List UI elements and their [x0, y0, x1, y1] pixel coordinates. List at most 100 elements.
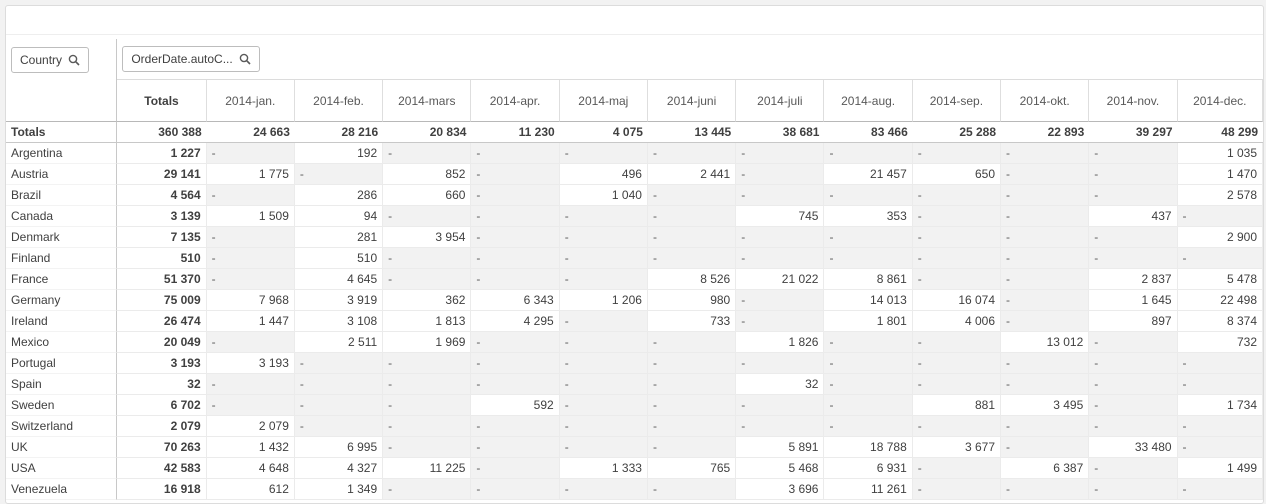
value-cell: -	[824, 332, 913, 353]
search-icon[interactable]	[68, 54, 80, 66]
value-cell: 1 470	[1177, 164, 1263, 185]
country-total-cell: 7 135	[117, 227, 207, 248]
month-column-header[interactable]: 2014-jan.	[206, 80, 295, 122]
value-cell: 8 861	[824, 269, 913, 290]
value-cell: -	[383, 206, 472, 227]
value-cell: -	[647, 185, 737, 206]
country-cell[interactable]: Brazil	[6, 185, 118, 206]
country-cell[interactable]: UK	[6, 437, 118, 458]
country-cell[interactable]: Venezuela	[6, 479, 118, 500]
month-column-header[interactable]: 2014-okt.	[1001, 80, 1090, 122]
country-cell[interactable]: Mexico	[6, 332, 118, 353]
country-cell[interactable]: Ireland	[6, 311, 118, 332]
value-cell: 733	[647, 311, 737, 332]
month-column-header[interactable]: 2014-aug.	[824, 80, 913, 122]
value-cell: 1 499	[1177, 458, 1263, 479]
value-cell: 2 900	[1177, 227, 1263, 248]
month-column-header[interactable]: 2014-nov.	[1089, 80, 1178, 122]
month-column-header[interactable]: 2014-mars	[383, 80, 472, 122]
value-cell: -	[1001, 416, 1090, 437]
value-cell: -	[206, 332, 295, 353]
country-cell[interactable]: Sweden	[6, 395, 118, 416]
search-icon[interactable]	[239, 53, 251, 65]
month-column-header[interactable]: 2014-sep.	[912, 80, 1002, 122]
value-cell: 881	[912, 395, 1002, 416]
value-cell: -	[294, 374, 384, 395]
table-row: Austria 29 141 1 775-852-496 2 441-21 457 65…	[6, 164, 1263, 185]
value-cell: 94	[294, 206, 384, 227]
totals-column-header[interactable]: Totals	[117, 80, 207, 122]
month-column-header[interactable]: 2014-apr.	[471, 80, 560, 122]
value-cell: -	[1177, 248, 1263, 269]
value-cell: -	[824, 353, 913, 374]
country-cell[interactable]: Germany	[6, 290, 118, 311]
table-row: UK 70 263 1 432 6 995- - - -5 891 18 788 3 677-3…	[6, 437, 1263, 458]
orderdate-dimension-chip[interactable]: OrderDate.autoC...	[122, 46, 260, 72]
value-cell: 7 968	[206, 290, 295, 311]
value-cell: 21 457	[824, 164, 913, 185]
value-cell: 14 013	[824, 290, 913, 311]
value-cell: 1 206	[559, 290, 648, 311]
value-cell: 897	[1089, 311, 1178, 332]
country-cell[interactable]: Spain	[6, 374, 118, 395]
value-cell: -	[647, 374, 737, 395]
month-column-header[interactable]: 2014-dec.	[1177, 80, 1263, 122]
value-cell: 5 478	[1177, 269, 1263, 290]
value-cell: -	[471, 458, 560, 479]
value-cell: -	[1001, 479, 1090, 500]
value-cell: -	[559, 206, 648, 227]
country-cell[interactable]: Portugal	[6, 353, 118, 374]
value-cell: -	[912, 353, 1002, 374]
value-cell: -	[912, 269, 1002, 290]
month-column-header[interactable]: 2014-maj	[559, 80, 648, 122]
value-cell: -	[294, 395, 384, 416]
table-row: Denmark 7 135-281 3 954- - - - - - - -2 900	[6, 227, 1263, 248]
value-cell: -	[1089, 416, 1178, 437]
country-cell[interactable]: Canada	[6, 206, 118, 227]
country-total-cell: 70 263	[117, 437, 207, 458]
country-cell[interactable]: Argentina	[6, 143, 118, 164]
value-cell: 3 495	[1001, 395, 1090, 416]
value-cell: -	[912, 374, 1002, 395]
value-cell: -	[559, 479, 648, 500]
country-cell[interactable]: USA	[6, 458, 118, 479]
value-cell: -	[383, 269, 472, 290]
country-total-cell: 3 193	[117, 353, 207, 374]
country-dimension-chip[interactable]: Country	[11, 46, 90, 73]
value-cell: -	[471, 353, 560, 374]
value-cell: -	[912, 248, 1002, 269]
value-cell: -	[471, 185, 560, 206]
value-cell: -	[1089, 332, 1178, 353]
totals-row-label: Totals	[6, 122, 118, 143]
country-cell[interactable]: Denmark	[6, 227, 118, 248]
country-cell[interactable]: Austria	[6, 164, 118, 185]
value-cell: 765	[647, 458, 737, 479]
value-cell: -	[1001, 206, 1090, 227]
month-column-header[interactable]: 2014-juni	[647, 80, 737, 122]
month-total-cell: 39 297	[1089, 122, 1178, 143]
value-cell: 3 677	[912, 437, 1002, 458]
totals-row: Totals 360 388 24 663 28 216 20 834 11 230 4 0…	[6, 122, 1263, 143]
country-cell[interactable]: France	[6, 269, 118, 290]
value-cell: 2 837	[1089, 269, 1178, 290]
table-row: Portugal 3 193 3 193- - - - - - - - - - -	[6, 353, 1263, 374]
country-cell[interactable]: Finland	[6, 248, 118, 269]
value-cell: 2 511	[294, 332, 384, 353]
value-cell: -	[1089, 479, 1178, 500]
country-dimension-label: Country	[20, 52, 63, 67]
country-cell[interactable]: Switzerland	[6, 416, 118, 437]
month-column-header[interactable]: 2014-juli	[736, 80, 825, 122]
table-row: Mexico 20 049-2 511 1 969- - -1 826- -13 012-…	[6, 332, 1263, 353]
value-cell: 362	[383, 290, 472, 311]
value-cell: 2 079	[206, 416, 295, 437]
value-cell: -	[471, 374, 560, 395]
value-cell: -	[1089, 227, 1178, 248]
month-total-cell: 4 075	[559, 122, 648, 143]
value-cell: -	[1001, 353, 1090, 374]
value-cell: -	[736, 311, 825, 332]
month-total-cell: 11 230	[471, 122, 560, 143]
value-cell: 21 022	[736, 269, 825, 290]
value-cell: -	[824, 143, 913, 164]
month-column-header[interactable]: 2014-feb.	[294, 80, 384, 122]
value-cell: -	[647, 248, 737, 269]
